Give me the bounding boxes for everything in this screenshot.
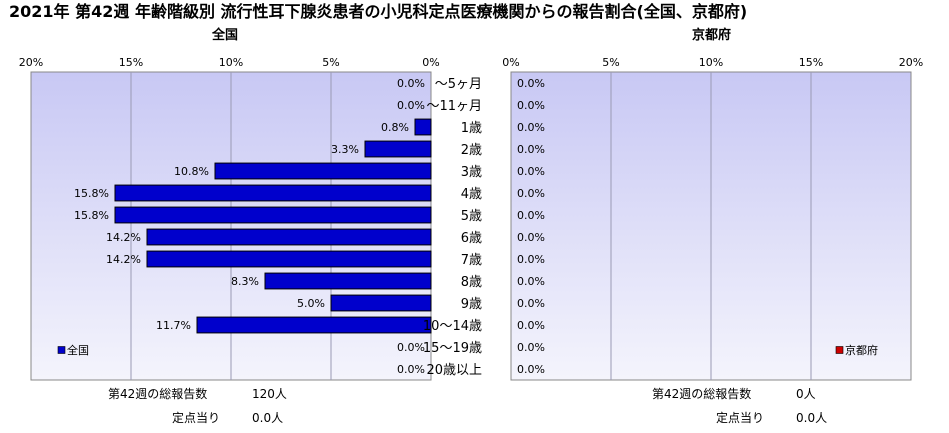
kyoto-value-label: 0.0% bbox=[517, 209, 545, 222]
national-value-label: 0.0% bbox=[397, 341, 425, 354]
kyoto-tick-label: 20% bbox=[899, 56, 923, 69]
national-value-label: 8.3% bbox=[231, 275, 259, 288]
category-label: 10～14歳 bbox=[423, 319, 482, 334]
kyoto-value-label: 0.0% bbox=[517, 319, 545, 332]
category-label: 2歳 bbox=[461, 143, 482, 158]
kyoto-value-label: 0.0% bbox=[517, 297, 545, 310]
national-value-label: 10.8% bbox=[174, 165, 209, 178]
category-label: ～11ヶ月 bbox=[426, 99, 482, 114]
category-label: ～5ヶ月 bbox=[435, 77, 482, 92]
national-per-value: 0.0人 bbox=[252, 411, 284, 425]
national-bar bbox=[330, 294, 432, 312]
kyoto-total-value: 0人 bbox=[796, 387, 816, 401]
chart-title: 2021年 第42週 年齢階級別 流行性耳下腺炎患者の小児科定点医療機関からの報… bbox=[9, 2, 748, 21]
kyoto-value-label: 0.0% bbox=[517, 275, 545, 288]
kyoto-value-label: 0.0% bbox=[517, 121, 545, 134]
category-label: 1歳 bbox=[461, 121, 482, 136]
national-bar bbox=[146, 250, 432, 268]
national-value-label: 5.0% bbox=[297, 297, 325, 310]
national-legend-swatch bbox=[57, 346, 66, 354]
kyoto-tick-label: 5% bbox=[602, 56, 619, 69]
national-panel-title: 全国 bbox=[212, 28, 239, 43]
category-label: 7歳 bbox=[461, 253, 482, 268]
kyoto-value-label: 0.0% bbox=[517, 77, 545, 90]
national-value-label: 0.0% bbox=[397, 77, 425, 90]
national-tick-label: 15% bbox=[119, 56, 143, 69]
kyoto-tick-label: 0% bbox=[502, 56, 519, 69]
kyoto-value-label: 0.0% bbox=[517, 231, 545, 244]
national-tick-label: 5% bbox=[322, 56, 339, 69]
national-bar bbox=[414, 118, 432, 136]
national-legend-label: 全国 bbox=[67, 343, 89, 357]
national-value-label: 14.2% bbox=[106, 231, 141, 244]
national-value-label: 15.8% bbox=[74, 209, 109, 222]
category-label: 9歳 bbox=[461, 297, 482, 312]
national-bar bbox=[264, 272, 432, 290]
kyoto-total-label: 第42週の総報告数 bbox=[652, 387, 752, 401]
national-tick-label: 20% bbox=[19, 56, 43, 69]
national-value-label: 14.2% bbox=[106, 253, 141, 266]
national-value-label: 0.0% bbox=[397, 363, 425, 376]
category-label: 3歳 bbox=[461, 165, 482, 180]
national-tick-label: 0% bbox=[422, 56, 439, 69]
national-bar bbox=[146, 228, 432, 246]
kyoto-value-label: 0.0% bbox=[517, 143, 545, 156]
kyoto-value-label: 0.0% bbox=[517, 341, 545, 354]
kyoto-tick-label: 15% bbox=[799, 56, 823, 69]
kyoto-per-value: 0.0人 bbox=[796, 411, 828, 425]
national-value-label: 0.0% bbox=[397, 99, 425, 112]
national-total-label: 第42週の総報告数 bbox=[108, 387, 208, 401]
kyoto-panel-title: 京都府 bbox=[692, 28, 732, 43]
category-label: 15～19歳 bbox=[423, 341, 482, 356]
national-bar bbox=[364, 140, 432, 158]
kyoto-value-label: 0.0% bbox=[517, 165, 545, 178]
kyoto-value-label: 0.0% bbox=[517, 99, 545, 112]
national-value-label: 3.3% bbox=[331, 143, 359, 156]
national-value-label: 11.7% bbox=[156, 319, 191, 332]
category-label: 20歳以上 bbox=[426, 363, 482, 378]
national-bar bbox=[114, 206, 432, 224]
national-tick-label: 10% bbox=[219, 56, 243, 69]
national-total-value: 120人 bbox=[252, 387, 287, 401]
category-label: 4歳 bbox=[461, 187, 482, 202]
category-label: 5歳 bbox=[461, 209, 482, 224]
category-label: 8歳 bbox=[461, 275, 482, 290]
national-per-label: 定点当り bbox=[172, 411, 221, 425]
kyoto-value-label: 0.0% bbox=[517, 253, 545, 266]
kyoto-value-label: 0.0% bbox=[517, 187, 545, 200]
kyoto-tick-label: 10% bbox=[699, 56, 723, 69]
kyoto-legend-label: 京都府 bbox=[845, 343, 878, 357]
national-bar bbox=[196, 316, 432, 334]
kyoto-per-label: 定点当り bbox=[716, 411, 765, 425]
national-bar bbox=[214, 162, 432, 180]
national-value-label: 0.8% bbox=[381, 121, 409, 134]
category-label: 6歳 bbox=[461, 231, 482, 246]
national-value-label: 15.8% bbox=[74, 187, 109, 200]
national-bar bbox=[114, 184, 432, 202]
kyoto-legend-swatch bbox=[835, 346, 844, 354]
kyoto-value-label: 0.0% bbox=[517, 363, 545, 376]
